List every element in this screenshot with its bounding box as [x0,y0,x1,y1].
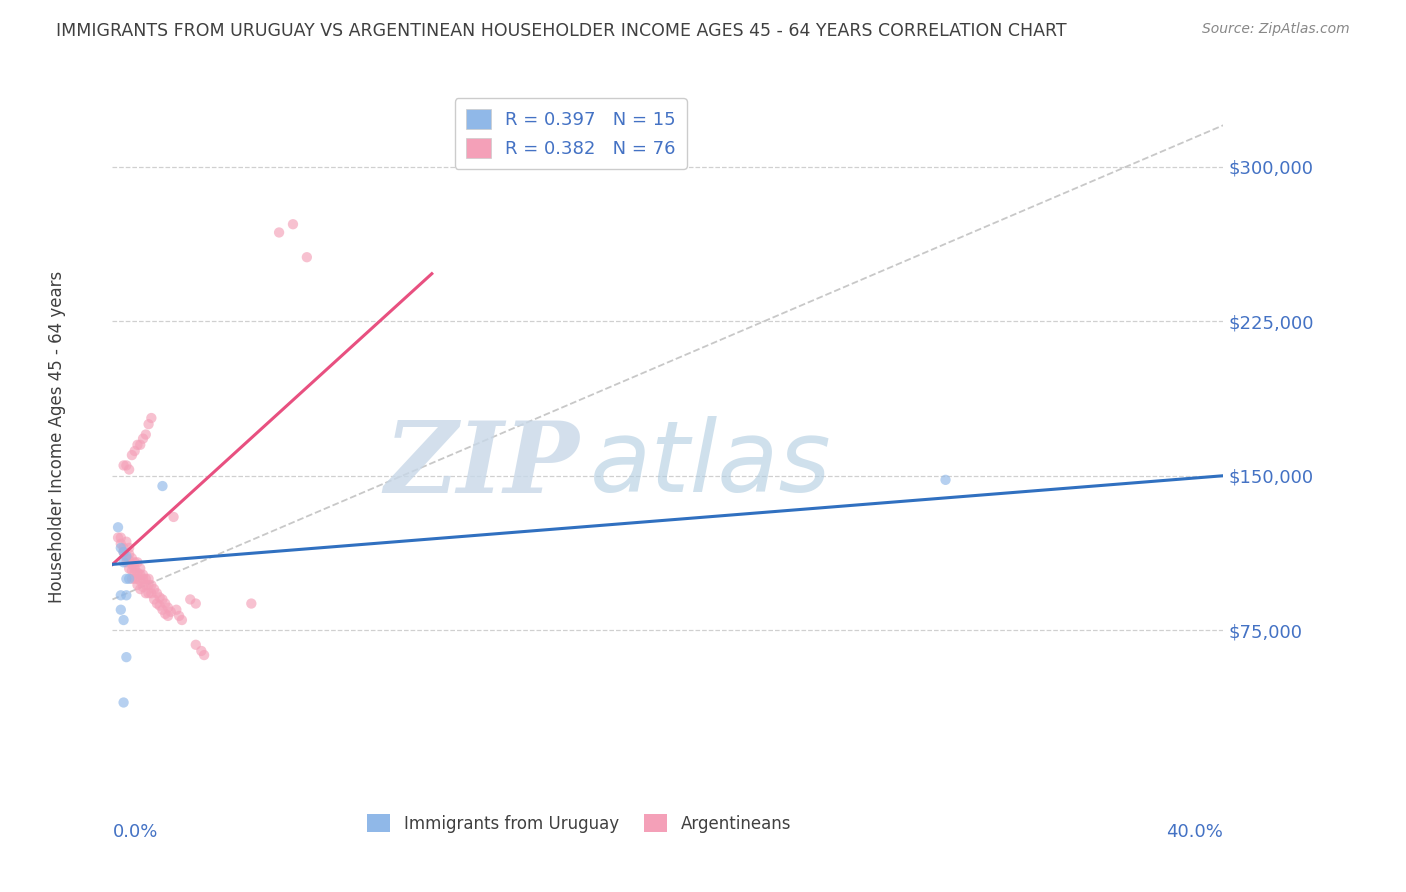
Point [112,613,135,627]
Point [132,572,155,586]
Point [118,561,141,575]
Point [110,541,132,555]
Point [118,553,141,567]
Point [121,564,143,578]
Point [143,592,166,607]
Legend: Immigrants from Uruguay, Argentineans: Immigrants from Uruguay, Argentineans [360,807,797,839]
Point [112,545,135,559]
Point [132,567,155,582]
Point [934,473,956,487]
Point [155,597,177,611]
Point [138,586,160,600]
Point [107,531,129,545]
Point [127,555,149,569]
Point [124,561,146,575]
Point [179,592,201,607]
Point [115,650,138,665]
Point [149,599,172,613]
Point [127,578,149,592]
Point [149,591,172,605]
Point [138,417,160,432]
Text: Householder Income Ages 45 - 64 years: Householder Income Ages 45 - 64 years [48,271,66,603]
Point [112,696,135,710]
Point [112,545,135,559]
Point [124,555,146,569]
Point [121,558,143,572]
Point [115,458,138,473]
Point [115,555,138,569]
Point [121,572,143,586]
Point [135,427,157,442]
Point [240,597,263,611]
Point [115,551,138,566]
Point [157,608,180,623]
Point [152,479,174,493]
Point [115,549,138,563]
Text: 40.0%: 40.0% [1167,823,1223,841]
Point [157,600,180,615]
Point [129,582,152,596]
Point [295,250,318,264]
Point [281,217,304,231]
Point [159,605,181,619]
Point [129,438,152,452]
Point [112,541,135,555]
Point [141,586,163,600]
Point [193,648,215,662]
Point [129,567,152,582]
Point [162,510,184,524]
Point [121,448,143,462]
Point [110,537,132,551]
Point [118,541,141,555]
Point [146,597,169,611]
Point [110,588,132,602]
Point [167,608,190,623]
Point [135,578,157,592]
Point [118,572,141,586]
Point [118,547,141,561]
Point [135,586,157,600]
Point [141,411,163,425]
Point [190,644,212,658]
Point [127,572,149,586]
Point [129,561,152,575]
Text: atlas: atlas [591,417,832,514]
Point [112,555,135,569]
Point [127,566,149,580]
Point [115,588,138,602]
Point [118,462,141,476]
Point [132,580,155,594]
Point [129,574,152,588]
Point [184,638,207,652]
Point [135,572,157,586]
Text: Source: ZipAtlas.com: Source: ZipAtlas.com [1202,22,1350,37]
Point [152,603,174,617]
Point [138,572,160,586]
Point [127,438,149,452]
Point [143,582,166,596]
Point [132,432,155,446]
Point [124,566,146,580]
Point [107,520,129,534]
Point [152,592,174,607]
Text: 0.0%: 0.0% [112,823,157,841]
Point [184,597,207,611]
Point [112,458,135,473]
Text: IMMIGRANTS FROM URUGUAY VS ARGENTINEAN HOUSEHOLDER INCOME AGES 45 - 64 YEARS COR: IMMIGRANTS FROM URUGUAY VS ARGENTINEAN H… [56,22,1067,40]
Point [165,603,187,617]
Point [170,613,193,627]
Point [267,226,291,240]
Point [115,534,138,549]
Point [110,603,132,617]
Point [141,578,163,592]
Text: ZIP: ZIP [384,417,579,513]
Point [110,531,132,545]
Point [138,578,160,592]
Point [124,572,146,586]
Point [155,607,177,621]
Point [121,551,143,566]
Point [146,586,169,600]
Point [115,572,138,586]
Point [124,444,146,458]
